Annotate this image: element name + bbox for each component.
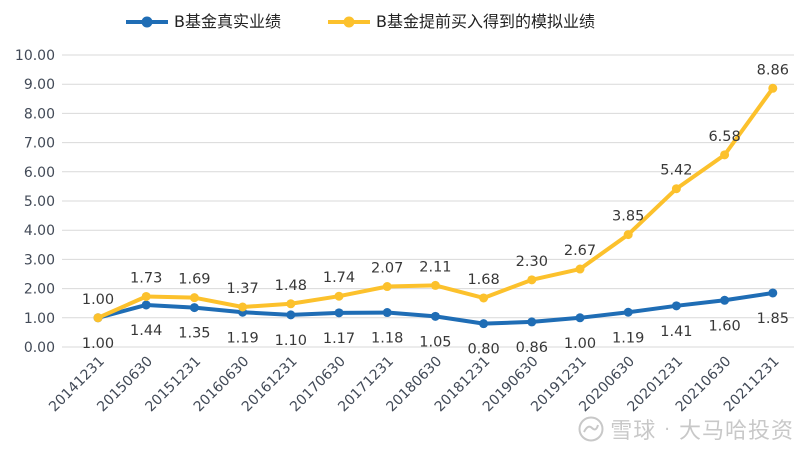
data-label-actual: 1.10 <box>275 333 307 349</box>
y-axis-label: 6.00 <box>24 165 55 181</box>
data-label-actual: 1.17 <box>323 331 355 347</box>
data-point-actual <box>575 313 585 323</box>
y-axis-label: 7.00 <box>24 136 55 152</box>
data-label-simulated: 1.37 <box>226 281 258 297</box>
data-label-simulated: 1.48 <box>275 278 307 294</box>
data-label-simulated: 1.73 <box>130 270 162 286</box>
data-point-simulated <box>382 282 392 292</box>
data-label-actual: 1.19 <box>226 330 258 346</box>
data-label-simulated: 1.68 <box>467 272 499 288</box>
data-point-simulated <box>286 299 296 309</box>
data-label-actual: 0.80 <box>467 342 499 358</box>
data-point-actual <box>671 301 681 311</box>
legend-marker-actual-icon <box>126 16 169 28</box>
data-label-actual: 1.44 <box>130 323 162 339</box>
data-label-actual: 0.86 <box>516 340 548 356</box>
legend-item-simulated: B基金提前买入得到的模拟业绩 <box>327 12 595 31</box>
y-axis-label: 8.00 <box>24 106 55 122</box>
data-label-simulated: 1.69 <box>178 272 210 288</box>
data-point-simulated <box>720 150 730 160</box>
y-axis-label: 0.00 <box>24 340 55 356</box>
legend-label-actual: B基金真实业绩 <box>174 12 281 31</box>
data-point-actual <box>189 303 199 313</box>
data-point-simulated <box>93 313 103 323</box>
data-label-simulated: 2.30 <box>516 254 548 270</box>
data-point-actual <box>141 300 151 310</box>
data-label-actual: 1.85 <box>757 311 789 327</box>
data-point-actual <box>286 310 296 320</box>
data-point-simulated <box>189 293 199 303</box>
legend-item-actual: B基金真实业绩 <box>125 12 281 31</box>
data-label-simulated: 6.58 <box>708 129 740 145</box>
data-point-actual <box>527 317 537 327</box>
data-label-actual: 1.00 <box>82 336 114 352</box>
data-label-simulated: 8.86 <box>757 62 789 78</box>
data-point-simulated <box>768 83 778 93</box>
data-point-actual <box>623 307 633 317</box>
data-label-simulated: 3.85 <box>612 209 644 225</box>
data-point-simulated <box>334 291 344 301</box>
data-label-simulated: 2.67 <box>564 243 596 259</box>
data-point-actual <box>768 288 778 298</box>
data-label-simulated: 2.11 <box>419 259 451 275</box>
data-label-simulated: 2.07 <box>371 261 403 277</box>
data-point-simulated <box>671 184 681 194</box>
data-label-actual: 1.18 <box>371 331 403 347</box>
y-axis-label: 1.00 <box>24 311 55 327</box>
data-point-actual <box>430 311 440 321</box>
data-point-simulated <box>430 280 440 290</box>
data-label-actual: 1.41 <box>660 324 692 340</box>
data-point-simulated <box>479 293 489 303</box>
data-label-simulated: 1.74 <box>323 270 355 286</box>
data-point-actual <box>382 308 392 318</box>
data-label-simulated: 5.42 <box>660 163 692 179</box>
y-axis-label: 3.00 <box>24 252 55 268</box>
data-point-simulated <box>575 264 585 274</box>
data-point-simulated <box>238 302 248 312</box>
data-label-simulated: 1.00 <box>82 292 114 308</box>
y-axis-label: 2.00 <box>24 282 55 298</box>
y-axis-label: 9.00 <box>24 77 55 93</box>
y-axis-label: 4.00 <box>24 223 55 239</box>
data-point-simulated <box>527 275 537 285</box>
data-point-actual <box>334 308 344 318</box>
y-axis-label: 10.00 <box>15 48 55 64</box>
data-label-actual: 1.00 <box>564 336 596 352</box>
y-axis-label: 5.00 <box>24 194 55 210</box>
data-label-actual: 1.05 <box>419 334 451 350</box>
data-label-actual: 1.60 <box>708 318 740 334</box>
legend-marker-simulated-icon <box>328 16 370 28</box>
data-point-simulated <box>623 230 633 240</box>
chart-legend: B基金真实业绩 B基金提前买入得到的模拟业绩 <box>0 12 800 31</box>
data-label-actual: 1.35 <box>178 326 210 342</box>
data-point-actual <box>479 319 489 329</box>
data-point-simulated <box>141 291 151 301</box>
data-label-actual: 1.19 <box>612 330 644 346</box>
data-point-actual <box>720 295 730 305</box>
legend-label-simulated: B基金提前买入得到的模拟业绩 <box>376 12 595 31</box>
